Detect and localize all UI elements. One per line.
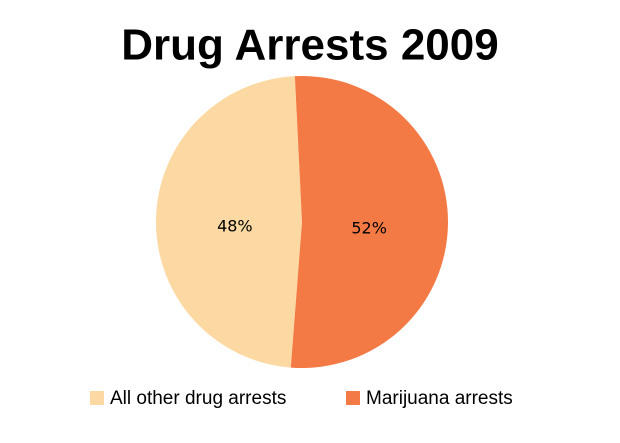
data-label: 52% (351, 218, 387, 237)
legend-swatch (346, 391, 360, 405)
legend-swatch (90, 391, 104, 405)
legend-label: All other drug arrests (110, 388, 286, 409)
chart-title: Drug Arrests 2009 (121, 21, 498, 70)
pie-slice (290, 76, 448, 368)
pie-slice (155, 76, 302, 368)
data-label: 48% (217, 217, 253, 236)
legend-label: Marijuana arrests (366, 388, 513, 409)
